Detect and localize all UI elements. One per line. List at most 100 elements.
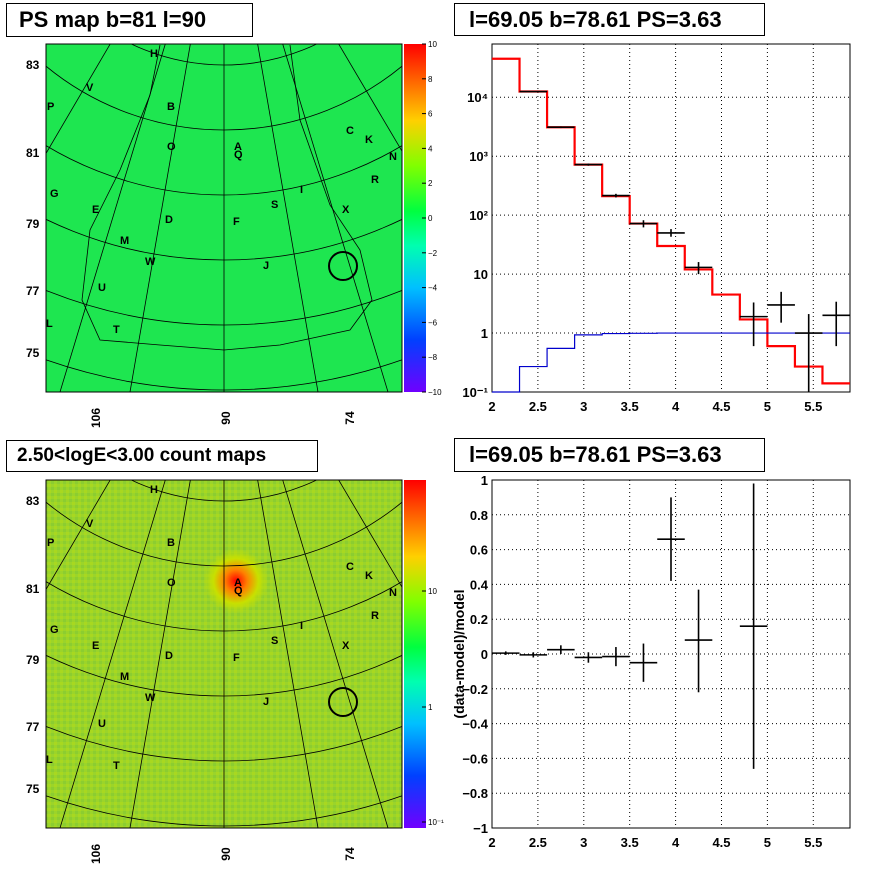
colorbar-tick-label: −6 <box>428 318 438 327</box>
source-label-m: M <box>120 671 129 683</box>
colorbar-tick-label: 10 <box>428 40 437 49</box>
x-tick-label: 74 <box>343 411 357 425</box>
x-tick-label: 4 <box>672 835 680 850</box>
y-tick-label: −1 <box>473 821 488 836</box>
residual-point <box>519 652 548 658</box>
source-label-r: R <box>371 174 379 186</box>
colorbar-tick-label: 10 <box>428 587 437 596</box>
count-map-grid <box>46 480 402 828</box>
y-tick-label: −0.4 <box>462 717 488 732</box>
y-tick-label: 10⁻¹ <box>462 385 488 400</box>
y-tick-label: 10² <box>469 208 488 223</box>
data-point <box>574 163 603 166</box>
count-map-colorbar <box>404 480 426 828</box>
residual-plot: 2 2.5 3 3.5 4 4.5 5 5.5 −1 −0.8 −0.6 −0.4 −0.2 0 0.2 0.… <box>451 473 851 850</box>
y-tick-label: −0.6 <box>462 751 488 766</box>
residual-point <box>657 497 685 581</box>
x-tick-label: 3 <box>580 835 587 850</box>
colorbar-tick-label: −2 <box>428 249 438 258</box>
source-label-o: O <box>167 577 176 589</box>
spectrum-title: l=69.05 b=78.61 PS=3.63 <box>454 3 765 36</box>
spectrum-plot: 2 2.5 3 3.5 4 4.5 5 5.5 10⁻¹ 1 10 10² 10³ 10⁴ <box>462 43 851 414</box>
x-tick-label: 2.5 <box>529 835 547 850</box>
source-label-v: V <box>86 518 94 530</box>
colorbar-tick-label: −4 <box>428 284 438 293</box>
source-label-p: P <box>47 101 54 113</box>
y-tick-label: −0.2 <box>462 682 488 697</box>
y-tick-label: 0.8 <box>470 508 488 523</box>
data-point <box>739 302 768 347</box>
source-label-g: G <box>50 624 59 636</box>
source-label-t: T <box>113 760 120 772</box>
source-label-j: J <box>263 696 269 708</box>
source-label-v: V <box>86 82 94 94</box>
source-label-k: K <box>365 570 373 582</box>
x-tick-label: 3 <box>580 399 587 414</box>
residual-point <box>629 643 658 682</box>
x-tick-label: 2.5 <box>529 399 547 414</box>
x-tick-label: 90 <box>219 411 233 425</box>
x-tick-label: 3.5 <box>621 399 639 414</box>
source-label-s: S <box>271 635 278 647</box>
source-label-u: U <box>98 282 106 294</box>
source-label-i: I <box>300 184 303 196</box>
count-map-target-circle <box>328 687 358 717</box>
source-label-h: H <box>150 48 158 60</box>
source-label-x: X <box>342 204 350 216</box>
count-map-bright-source <box>204 549 268 613</box>
source-label-x: X <box>342 640 350 652</box>
x-tick-label: 5 <box>764 399 771 414</box>
data-point <box>519 90 548 93</box>
ps-map-frame <box>45 43 403 393</box>
data-point <box>602 193 630 198</box>
y-tick-label: −0.8 <box>462 786 488 801</box>
source-label-g: G <box>50 188 59 200</box>
source-label-b: B <box>167 537 175 549</box>
count-map-plot: H V P B CK O AQ NR G E I S X D F M W J U L T 10 1 10⁻¹ 83 81 79 7… <box>26 479 444 864</box>
source-label-f: F <box>233 216 240 228</box>
ps-map-roi-outline <box>81 44 373 351</box>
x-tick-label: 5.5 <box>804 835 822 850</box>
residual-point <box>547 645 575 654</box>
x-tick-label: 4.5 <box>712 399 730 414</box>
colorbar-tick-label: 6 <box>428 110 433 119</box>
source-label-k: K <box>365 134 373 146</box>
colorbar-tick-label: −8 <box>428 353 438 362</box>
y-tick-label: 79 <box>26 217 40 231</box>
source-label-h: H <box>150 484 158 496</box>
y-tick-label: 0.2 <box>470 612 488 627</box>
source-label-w: W <box>145 692 156 704</box>
y-tick-label: 10 <box>474 267 488 282</box>
count-map-frame <box>45 479 403 829</box>
source-label-j: J <box>263 260 269 272</box>
x-tick-label: 74 <box>343 847 357 861</box>
source-label-e: E <box>92 640 99 652</box>
y-tick-label: 81 <box>26 146 40 160</box>
y-tick-label: 0.4 <box>470 577 489 592</box>
source-label-u: U <box>98 718 106 730</box>
x-tick-label: 5.5 <box>804 399 822 414</box>
source-label-c: C <box>346 125 354 137</box>
y-tick-label: 0 <box>481 647 488 662</box>
colorbar-tick-label: 0 <box>428 214 433 223</box>
background-histogram <box>492 332 850 393</box>
spectrum-frame <box>491 43 851 393</box>
x-tick-label: 106 <box>89 844 103 864</box>
data-point <box>629 220 658 228</box>
source-label-m: M <box>120 235 129 247</box>
ps-map-target-circle <box>328 251 358 281</box>
y-tick-label: 1 <box>481 473 488 488</box>
colorbar-tick-label: 1 <box>428 703 433 712</box>
ps-map-colorbar <box>404 44 426 392</box>
y-tick-label: 0.6 <box>470 543 488 558</box>
source-label-s: S <box>271 199 278 211</box>
x-tick-label: 4.5 <box>712 835 730 850</box>
y-tick-label: 83 <box>26 58 40 72</box>
x-tick-label: 3.5 <box>621 835 639 850</box>
source-label-e: E <box>92 204 99 216</box>
source-label-i: I <box>300 620 303 632</box>
x-tick-label: 90 <box>219 847 233 861</box>
x-tick-label: 5 <box>764 835 771 850</box>
y-tick-label: 83 <box>26 494 40 508</box>
ps-map-title: PS map b=81 l=90 <box>6 3 253 37</box>
